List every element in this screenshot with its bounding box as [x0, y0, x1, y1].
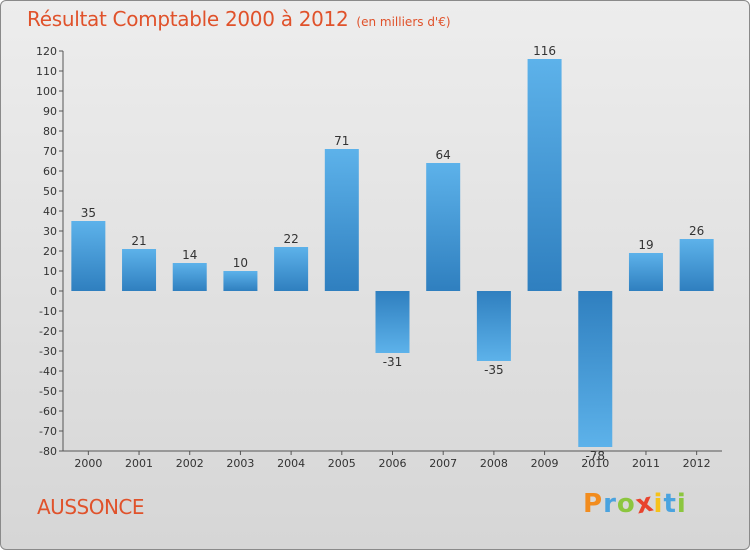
data-label-2012: 26 — [689, 224, 704, 238]
bar-2006 — [375, 291, 410, 353]
data-label-2007: 64 — [436, 148, 451, 162]
y-tick-label: -80 — [39, 445, 57, 458]
y-tick-label: -50 — [39, 385, 57, 398]
data-label-2011: 19 — [638, 238, 653, 252]
x-tick-label: 2000 — [74, 457, 102, 470]
x-tick-label: 2008 — [480, 457, 508, 470]
logo-letter: t — [663, 489, 677, 519]
y-tick-label: -10 — [39, 305, 57, 318]
x-tick-label: 2010 — [581, 457, 609, 470]
data-label-2002: 14 — [182, 248, 197, 262]
x-tick-label: 2007 — [429, 457, 457, 470]
x-tick-label: 2003 — [226, 457, 254, 470]
y-tick-label: 120 — [36, 45, 57, 58]
y-tick-label: 110 — [36, 65, 57, 78]
data-label-2004: 22 — [283, 232, 298, 246]
x-tick-label: 2012 — [683, 457, 711, 470]
bar-2002 — [172, 263, 207, 291]
x-tick-label: 2005 — [328, 457, 356, 470]
bar-2003 — [223, 271, 258, 291]
chart-title-row: Résultat Comptable 2000 à 2012 (en millie… — [27, 7, 451, 31]
x-tick-label: 2001 — [125, 457, 153, 470]
bar-2000 — [71, 221, 106, 291]
bar-2012 — [679, 239, 714, 291]
y-tick-label: 40 — [43, 205, 57, 218]
y-tick-label: 100 — [36, 85, 57, 98]
bar-2005 — [324, 149, 359, 291]
place-name: AUSSONCE — [37, 495, 145, 519]
bar-2007 — [426, 163, 461, 291]
y-tick-label: -20 — [39, 325, 57, 338]
bar-2009 — [527, 59, 562, 291]
bar-2008 — [476, 291, 511, 361]
y-tick-label: 0 — [50, 285, 57, 298]
y-tick-label: 70 — [43, 145, 57, 158]
logo-letter: r — [603, 489, 617, 519]
y-tick-label: -70 — [39, 425, 57, 438]
data-label-2010: -78 — [585, 449, 605, 463]
bar-2001 — [122, 249, 157, 291]
y-tick-label: 60 — [43, 165, 57, 178]
y-tick-label: 10 — [43, 265, 57, 278]
y-tick-label: -30 — [39, 345, 57, 358]
y-tick-label: 80 — [43, 125, 57, 138]
y-tick-label: 20 — [43, 245, 57, 258]
y-tick-label: -60 — [39, 405, 57, 418]
data-label-2005: 71 — [334, 134, 349, 148]
bar-2010 — [578, 291, 613, 447]
x-tick-label: 2006 — [379, 457, 407, 470]
x-tick-label: 2004 — [277, 457, 305, 470]
bar-2011 — [628, 253, 663, 291]
data-label-2006: -31 — [383, 355, 403, 369]
proxiti-logo: Proxiti — [583, 487, 687, 520]
x-tick-label: 2002 — [176, 457, 204, 470]
logo-letter: o — [616, 489, 636, 519]
data-label-2001: 21 — [131, 234, 146, 248]
logo-letter: i — [676, 489, 687, 519]
chart-title: Résultat Comptable 2000 à 2012 — [27, 7, 349, 31]
y-tick-label: 30 — [43, 225, 57, 238]
x-tick-label: 2011 — [632, 457, 660, 470]
y-tick-label: 90 — [43, 105, 57, 118]
logo-letter: P — [583, 489, 604, 519]
bar-2004 — [274, 247, 309, 291]
chart-subtitle: (en milliers d'€) — [356, 15, 451, 29]
logo-letter: i — [653, 489, 664, 519]
y-tick-label: -40 — [39, 365, 57, 378]
data-label-2009: 116 — [533, 44, 556, 58]
data-label-2003: 10 — [233, 256, 248, 270]
y-tick-label: 50 — [43, 185, 57, 198]
data-label-2000: 35 — [81, 206, 96, 220]
data-label-2008: -35 — [484, 363, 504, 377]
x-tick-label: 2009 — [531, 457, 559, 470]
